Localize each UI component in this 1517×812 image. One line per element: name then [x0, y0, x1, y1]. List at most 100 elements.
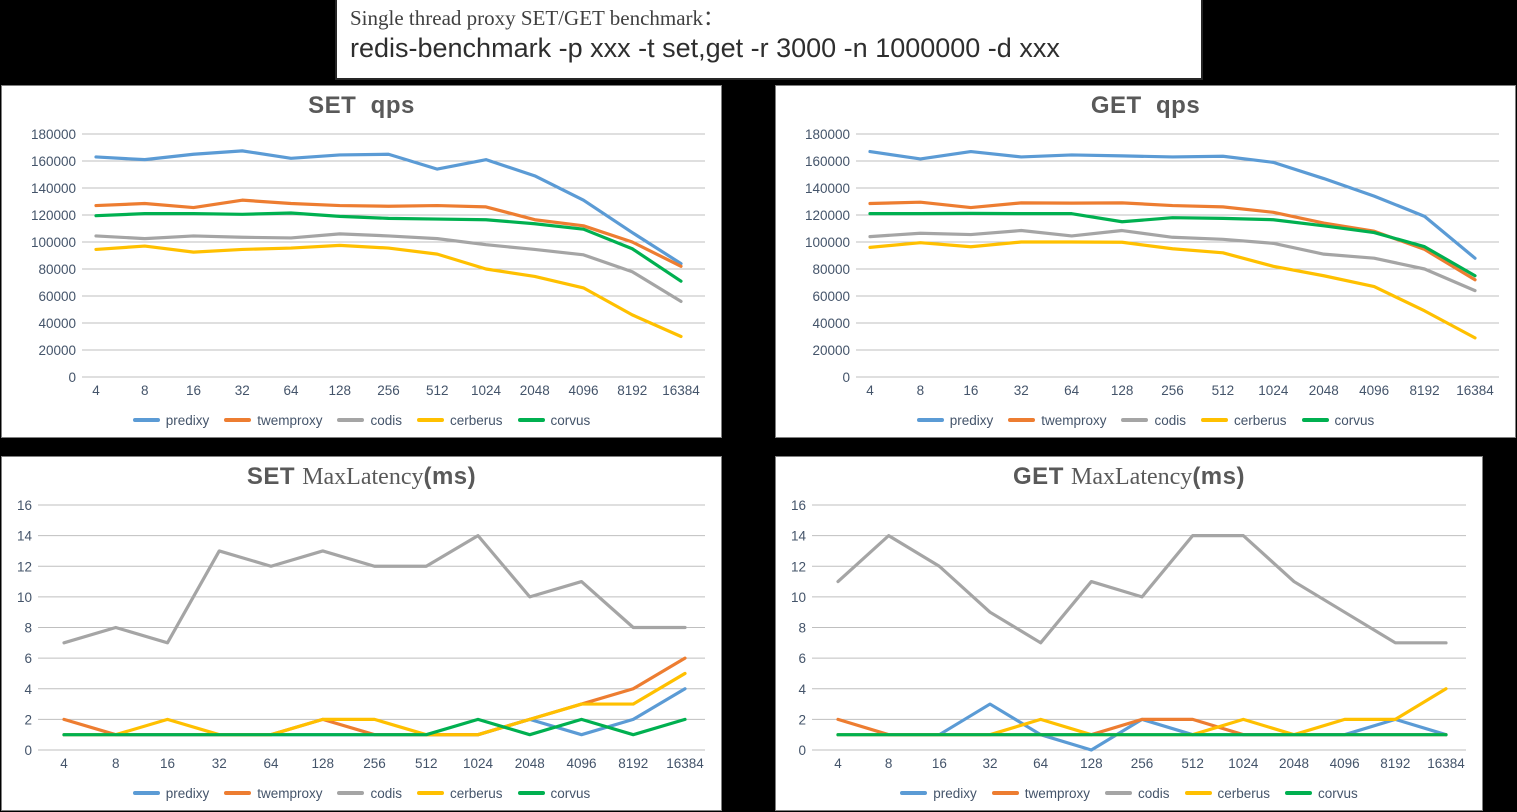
legend-item-codis: codis [1121, 413, 1186, 428]
legend-label: predixy [165, 785, 210, 801]
legend-label: corvus [1334, 412, 1375, 428]
set-qps-chart-panel: SET qps 0 20000 40000 60000 80000 100000 12000… [1, 85, 722, 438]
legend-item-cerberus: cerberus [1184, 785, 1271, 801]
legend-item-twemproxy: twemproxy [224, 413, 322, 428]
x-tick-label: 4 [60, 756, 68, 771]
x-tick-label: 512 [1212, 383, 1235, 398]
legend-item-corvus: corvus [517, 786, 590, 801]
x-tick-label: 8 [141, 383, 149, 398]
legend-swatch-cerberus [417, 418, 444, 422]
legend-swatch-predixy [916, 418, 944, 422]
set-qps-plot: 0 20000 40000 60000 80000 100000 120000 140000 1… [31, 127, 705, 398]
series-line-cerberus [868, 240, 1477, 340]
x-tick-label: 256 [363, 756, 386, 771]
legend-label: codis [1137, 785, 1170, 801]
legend-swatch-predixy [132, 418, 160, 422]
legend-item-predixy: predixy [132, 412, 210, 428]
benchmark-title-box: Single thread proxy SET/GET benchmark： r… [335, 0, 1203, 80]
x-tick-label: 1024 [1228, 756, 1259, 771]
legend-item-cerberus: cerberus [1201, 413, 1287, 428]
series-line-twemproxy [94, 198, 683, 268]
legend-label: twemproxy [257, 785, 323, 801]
x-tick-label: 256 [377, 383, 400, 398]
title-segment: GET [1013, 463, 1072, 490]
y-tick-label: 12 [791, 559, 806, 574]
series-line-cerberus [94, 243, 683, 339]
x-tick-label: 8 [917, 383, 925, 398]
legend-label: twemproxy [1041, 412, 1107, 428]
y-tick-label: 0 [68, 370, 76, 385]
x-tick-label: 64 [1064, 383, 1080, 398]
legend-item-codis: codis [337, 413, 402, 428]
x-tick-label: 8 [112, 756, 120, 771]
y-tick-label: 60000 [812, 289, 850, 304]
y-tick-label: 80000 [812, 262, 850, 277]
x-tick-label: 1024 [1258, 383, 1289, 398]
series-line-predixy [94, 149, 683, 266]
series-line-corvus [868, 211, 1477, 278]
x-tick-label: 16 [160, 756, 175, 771]
x-tick-label: 16 [963, 383, 978, 398]
get-maxlatency-legend: predixy twemproxy codis cerberus corvus [776, 776, 1482, 810]
legend-label: cerberus [450, 412, 503, 428]
get-maxlatency-plot: 0 2 4 6 8 10 12 14 16 4 8 16 32 64 128 256 512 1024 2048 40… [791, 498, 1466, 771]
x-tick-label: 512 [415, 756, 438, 771]
x-tick-label: 64 [263, 756, 279, 771]
legend-item-corvus: corvus [1285, 786, 1358, 801]
legend-item-twemproxy: twemproxy [1008, 413, 1106, 428]
legend-label: cerberus [450, 785, 503, 801]
legend-item-predixy: predixy [916, 413, 993, 428]
series-line-codis [62, 534, 687, 645]
get-qps-legend: predixy twemproxy codis cerberus corvus [776, 403, 1515, 437]
legend-item-codis: codis [1104, 785, 1170, 801]
y-tick-label: 2 [798, 712, 806, 727]
legend-item-predixy: predixy [132, 785, 210, 801]
legend-label: cerberus [1217, 785, 1271, 801]
x-tick-label: 128 [1080, 756, 1103, 771]
x-tick-label: 64 [1033, 756, 1049, 771]
x-tick-label: 32 [212, 756, 227, 771]
x-tick-label: 32 [235, 383, 250, 398]
x-tick-label: 4 [92, 383, 100, 398]
series-line-corvus [62, 717, 687, 737]
y-tick-label: 80000 [38, 262, 76, 277]
legend-label: cerberus [1234, 412, 1287, 428]
x-tick-label: 4096 [1330, 756, 1360, 771]
x-tick-label: 16384 [1456, 383, 1494, 398]
legend-label: codis [370, 785, 402, 801]
title-segment: GET [1090, 92, 1149, 119]
x-tick-label: 4096 [568, 383, 598, 398]
get-maxlatency-chart-panel: GET MaxLatency(ms) 0 2 4 6 8 10 12 14 16 4 8 16 32 64… [775, 456, 1483, 811]
get-qps-chart-title: GET qps [776, 92, 1515, 120]
y-tick-label: 100000 [805, 235, 850, 250]
x-tick-label: 32 [982, 756, 997, 771]
x-tick-label: 128 [328, 383, 351, 398]
legend-swatch-twemproxy [224, 418, 252, 422]
legend-swatch-predixy [900, 791, 928, 795]
y-tick-label: 40000 [38, 316, 76, 331]
y-tick-label: 120000 [31, 208, 76, 223]
legend-item-twemproxy: twemproxy [991, 786, 1090, 801]
y-tick-label: 160000 [31, 154, 76, 169]
legend-swatch-cerberus [1201, 418, 1228, 422]
y-tick-label: 8 [24, 621, 32, 636]
title-segment: qps [1148, 92, 1201, 119]
legend-swatch-cerberus [1184, 791, 1212, 795]
y-tick-label: 6 [24, 651, 32, 666]
legend-label: codis [1154, 412, 1186, 428]
series-line-predixy [868, 149, 1477, 260]
legend-item-corvus: corvus [517, 413, 590, 428]
legend-label: corvus [1318, 785, 1358, 801]
title-segment: (ms) [423, 463, 477, 490]
x-tick-label: 2048 [520, 383, 550, 398]
title-segment: SET [246, 463, 303, 490]
y-tick-label: 12 [17, 559, 32, 574]
y-tick-label: 14 [791, 529, 807, 544]
y-tick-label: 140000 [805, 181, 850, 196]
legend-label: predixy [165, 412, 210, 428]
x-tick-label: 8192 [1410, 383, 1440, 398]
x-tick-label: 8 [885, 756, 893, 771]
title-segment: MaxLatency [1071, 464, 1193, 490]
x-tick-label: 16384 [662, 383, 700, 398]
